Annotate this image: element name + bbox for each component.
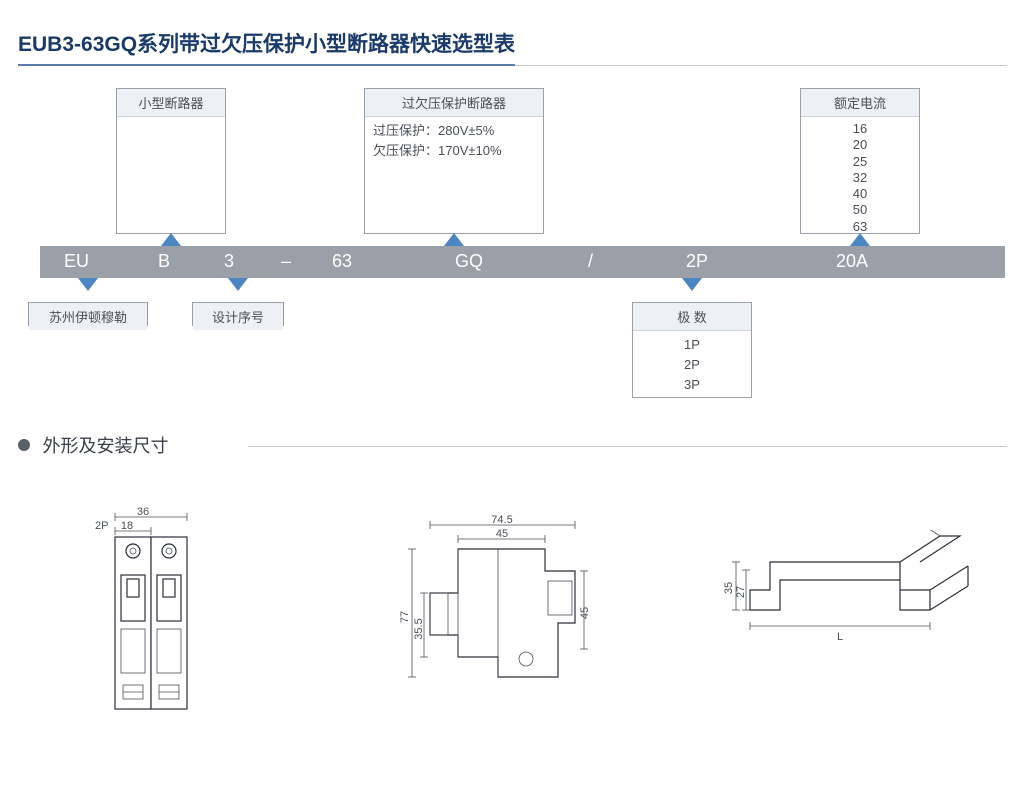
drawing-front: 2P 36 18 <box>95 505 225 730</box>
box-poles-head: 极 数 <box>633 303 751 331</box>
box-poles: 极 数 1P 2P 3P <box>632 302 752 398</box>
drawing-rail: 7.5 35 27 L <box>720 530 980 710</box>
arrow-up-2 <box>444 233 464 246</box>
pole-1: 2P <box>641 355 743 375</box>
section2-heading: 外形及安装尺寸 <box>18 432 1007 458</box>
model-code-bar: EU B 3 – 63 GQ / 2P 20A <box>40 246 1005 278</box>
arrow-up-3 <box>850 233 870 246</box>
seg-b: B <box>158 251 170 272</box>
arrow-down-1 <box>78 278 98 291</box>
dim-745: 74.5 <box>491 514 512 526</box>
arrow-down-2 <box>228 278 248 291</box>
seg-eu: EU <box>64 251 89 272</box>
rated-3: 32 <box>809 170 911 186</box>
box-ovp: 过欠压保护断路器 过压保护：280V±5% 欠压保护：170V±10% <box>364 88 544 234</box>
dim-36: 36 <box>137 506 149 518</box>
seg-2p: 2P <box>686 251 708 272</box>
arrow-down-3 <box>682 278 702 291</box>
box-rated-body: 16 20 25 32 40 50 63 <box>801 117 919 239</box>
rated-1: 20 <box>809 137 911 153</box>
section2-title: 外形及安装尺寸 <box>42 436 168 456</box>
seg-3: 3 <box>224 251 234 272</box>
rated-4: 40 <box>809 186 911 202</box>
box-design-head: 设计序号 <box>193 303 283 330</box>
selection-diagram: 小型断路器 过欠压保护断路器 过压保护：280V±5% 欠压保护：170V±10… <box>0 70 1025 440</box>
box-poles-body: 1P 2P 3P <box>633 331 751 399</box>
dim-355: 35.5 <box>413 618 425 639</box>
rated-5: 50 <box>809 202 911 218</box>
dim-2p: 2P <box>95 520 108 532</box>
page-title: EUB3-63GQ系列带过欠压保护小型断路器快速选型表 <box>18 28 515 66</box>
rated-0: 16 <box>809 121 911 137</box>
pole-0: 1P <box>641 335 743 355</box>
section2-line <box>248 446 1007 447</box>
box-rated-head: 额定电流 <box>801 89 919 117</box>
box-mcb-head: 小型断路器 <box>117 89 225 117</box>
box-rated-current: 额定电流 16 20 25 32 40 50 63 <box>800 88 920 234</box>
box-brand: 苏州伊顿穆勒 <box>28 302 148 326</box>
box-mcb: 小型断路器 <box>116 88 226 234</box>
title-section: EUB3-63GQ系列带过欠压保护小型断路器快速选型表 <box>18 28 1007 66</box>
dim-35: 35 <box>723 582 735 594</box>
dim-77: 77 <box>399 611 411 623</box>
arrow-up-1 <box>161 233 181 246</box>
rated-2: 25 <box>809 154 911 170</box>
box-brand-head: 苏州伊顿穆勒 <box>29 303 147 330</box>
seg-63: 63 <box>332 251 352 272</box>
seg-slash: / <box>588 251 593 272</box>
seg-dash: – <box>281 251 291 272</box>
box-ovp-body: 过压保护：280V±5% 欠压保护：170V±10% <box>365 117 543 165</box>
ovp-line1: 过压保护：280V±5% <box>373 121 535 141</box>
dim-45r: 45 <box>579 607 591 619</box>
drawings-area: 2P 36 18 <box>0 485 1025 765</box>
seg-gq: GQ <box>455 251 483 272</box>
dim-18: 18 <box>121 520 133 532</box>
ovp-line2: 欠压保护：170V±10% <box>373 141 535 161</box>
drawing-side: 74.5 45 77 35.5 45 <box>390 513 610 723</box>
bullet-icon <box>18 439 30 451</box>
pole-2: 3P <box>641 375 743 395</box>
dim-45t: 45 <box>496 528 508 540</box>
box-design: 设计序号 <box>192 302 284 326</box>
box-ovp-head: 过欠压保护断路器 <box>365 89 543 117</box>
dim-27: 27 <box>735 586 747 598</box>
seg-20a: 20A <box>836 251 868 272</box>
dim-L: L <box>837 631 843 643</box>
